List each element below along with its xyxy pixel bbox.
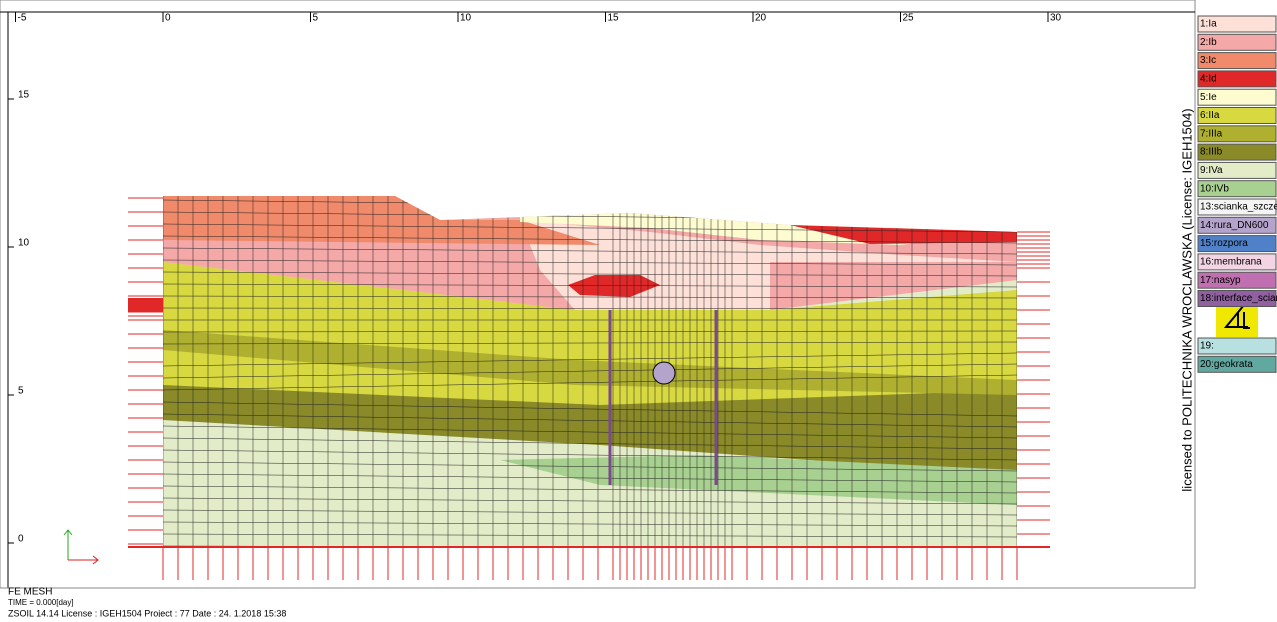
y-tick-label: 5 xyxy=(18,386,24,397)
footer-time: TIME = 0.000[day] xyxy=(8,598,74,607)
mesh-line xyxy=(163,352,1017,367)
footer-info: ZSOIL 14.14 License : IGEH1504 Project :… xyxy=(8,608,286,617)
mesh-line xyxy=(163,307,1017,310)
legend-label: 5:Ie xyxy=(1200,92,1217,103)
legend-swatch xyxy=(1197,70,1277,88)
legend-label: 13:scianka_szcze xyxy=(1200,202,1277,213)
x-tick-label: 20 xyxy=(755,13,767,24)
mesh-line xyxy=(163,259,1017,266)
mesh-line xyxy=(163,485,1017,494)
legend-label: 1:Ia xyxy=(1200,19,1217,30)
mesh-line xyxy=(163,425,1017,439)
mesh-line xyxy=(163,521,1017,527)
legend-swatch xyxy=(1197,337,1277,355)
legend-swatch xyxy=(1197,125,1277,143)
legend-swatch xyxy=(1197,355,1277,373)
mesh-line xyxy=(163,401,1017,417)
license-text: licensed to POLITECHNIKA WROCLAWSKA (Lic… xyxy=(1179,108,1194,491)
mesh-line xyxy=(163,449,1017,461)
legend-label: 6:IIa xyxy=(1200,110,1220,121)
mesh-line xyxy=(163,497,1017,505)
legend-label: 7:IIIa xyxy=(1200,128,1223,139)
axis-arrow-y-head xyxy=(63,529,73,536)
legend-swatch xyxy=(1197,88,1277,106)
mesh-line xyxy=(163,247,1017,255)
y-tick-label: 10 xyxy=(18,238,30,249)
x-tick-label: 10 xyxy=(460,13,472,24)
x-tick-label: 25 xyxy=(903,13,915,24)
legend-label: 9:IVa xyxy=(1200,165,1223,176)
x-tick-label: 0 xyxy=(165,13,171,24)
x-tick-label: 5 xyxy=(313,13,319,24)
soil-layers xyxy=(163,196,1017,547)
mesh xyxy=(163,196,1017,547)
x-tick-label: 15 xyxy=(608,13,620,24)
legend-label: 4:Id xyxy=(1200,74,1217,85)
mesh-line xyxy=(163,374,1017,391)
y-tick-label: 0 xyxy=(18,534,24,545)
mesh-line xyxy=(163,473,1017,483)
legend-swatch xyxy=(1197,180,1277,198)
legend-swatch xyxy=(1197,290,1277,307)
legend-label: 15:rozpora xyxy=(1200,238,1248,249)
layer-id-right xyxy=(790,222,1017,244)
legend-label: 8:IIIb xyxy=(1200,147,1223,158)
legend-label: 2:Ib xyxy=(1200,37,1217,48)
mesh-line xyxy=(163,437,1017,450)
legend-swatch xyxy=(1197,253,1277,271)
mesh-line xyxy=(163,413,1017,428)
mesh-line xyxy=(163,363,1017,379)
footer-title: FE MESH xyxy=(8,587,52,598)
legend-swatch xyxy=(1197,107,1277,124)
mesh-line xyxy=(163,235,1017,244)
legend-label: 16:membrana xyxy=(1200,257,1262,268)
layer-id-lens xyxy=(568,275,660,297)
legend-swatch xyxy=(1197,235,1277,253)
mesh-line xyxy=(163,295,1017,299)
mesh-line xyxy=(163,461,1017,472)
pipe xyxy=(652,361,676,385)
supports xyxy=(128,197,1050,580)
legend-label: 18:interface_sciar xyxy=(1200,293,1277,304)
legend-label: 19: xyxy=(1200,341,1214,352)
mesh-line xyxy=(163,330,1017,333)
legend-swatch xyxy=(1197,216,1277,234)
legend-swatch xyxy=(1197,33,1277,51)
mesh-line xyxy=(163,223,1017,233)
legend-label: 10:IVb xyxy=(1200,183,1229,194)
mesh-line xyxy=(163,509,1017,516)
mesh-line xyxy=(163,341,1017,345)
legend-label: 17:nasyp xyxy=(1200,275,1241,286)
layer-ib-right xyxy=(770,262,1017,310)
layer-ivb xyxy=(500,455,1017,505)
mesh-line xyxy=(163,271,1017,277)
legend-swatch xyxy=(1197,271,1277,289)
legend-swatch xyxy=(1197,143,1277,161)
legend-swatch xyxy=(1197,198,1277,216)
legend-swatch xyxy=(1197,52,1277,70)
x-tick-label: -5 xyxy=(18,13,27,24)
x-tick-label: 30 xyxy=(1050,13,1062,24)
layer-iia xyxy=(163,262,1017,405)
legend-label: 20:geokrata xyxy=(1200,359,1253,370)
mesh-line xyxy=(163,283,1017,288)
legend-label: 3:Ic xyxy=(1200,55,1216,66)
layer-ic xyxy=(163,196,600,245)
legend-swatch xyxy=(1197,161,1277,179)
legend-swatch xyxy=(1197,15,1277,33)
mesh-line xyxy=(163,533,1017,538)
layer-iiib xyxy=(163,380,1017,475)
axis-arrow-x-head xyxy=(92,555,99,565)
y-tick-label: 15 xyxy=(18,90,30,101)
legend-label: 14:rura_DN600 xyxy=(1200,220,1269,231)
